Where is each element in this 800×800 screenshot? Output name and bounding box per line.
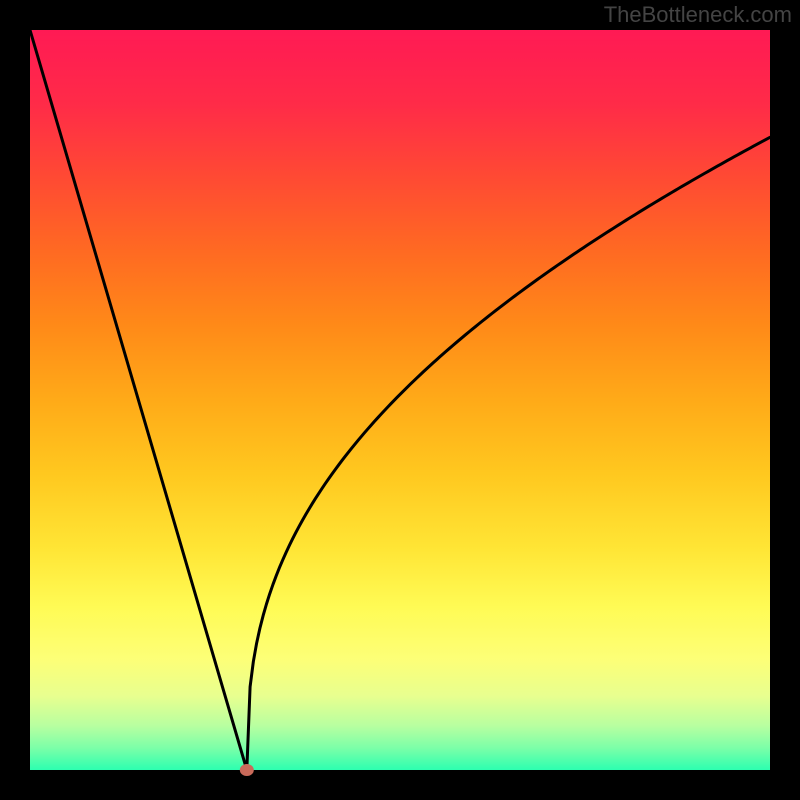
plot-background bbox=[30, 30, 770, 770]
watermark-label: TheBottleneck.com bbox=[604, 2, 792, 28]
minimum-marker bbox=[240, 764, 254, 776]
bottleneck-chart bbox=[0, 0, 800, 800]
chart-container: TheBottleneck.com bbox=[0, 0, 800, 800]
